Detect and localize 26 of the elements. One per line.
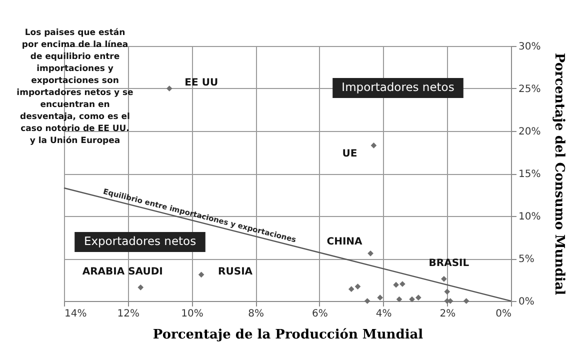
x-tick-label: 14% bbox=[64, 308, 87, 320]
annotation: Importadores netos bbox=[342, 80, 454, 94]
x-tick-label: 6% bbox=[312, 308, 328, 320]
y-tick-label: 30% bbox=[518, 42, 541, 52]
annotation: Exportadores netos bbox=[84, 234, 196, 248]
x-tick-label: 0% bbox=[496, 308, 512, 320]
y-tick-label: 10% bbox=[518, 212, 541, 222]
y-tick-label: 0% bbox=[518, 296, 534, 308]
annotation: RUSIA bbox=[218, 266, 253, 278]
y-axis-title: Porcentaje del Consumo Mundial bbox=[552, 52, 567, 296]
y-tick-label: 25% bbox=[518, 84, 541, 95]
annotation: ARABIA SAUDI bbox=[82, 266, 163, 278]
annotation: CHINA bbox=[326, 236, 363, 248]
annotation: EE UU bbox=[184, 78, 218, 88]
annotation: UE bbox=[342, 148, 358, 160]
y-tick-label: 20% bbox=[518, 126, 541, 138]
x-tick-label: 2% bbox=[440, 308, 456, 320]
x-tick-label: 8% bbox=[248, 308, 264, 320]
x-tick-label: 10% bbox=[181, 308, 204, 320]
x-tick-label: 4% bbox=[376, 308, 392, 320]
x-axis-title: Porcentaje de la Producción Mundial bbox=[152, 328, 424, 342]
y-tick-label: 15% bbox=[518, 169, 541, 180]
annotation: BRASIL bbox=[428, 258, 470, 269]
y-tick-label: 5% bbox=[518, 254, 534, 265]
x-tick-label: 12% bbox=[117, 308, 140, 320]
text: Los paises que están por encima de la línea de equilibrio entre importaciones y exportaciones son importadores netos y se encuentran en desventaja, como es el caso notorio de EE UU. y la Unión Europea bbox=[16, 28, 134, 146]
